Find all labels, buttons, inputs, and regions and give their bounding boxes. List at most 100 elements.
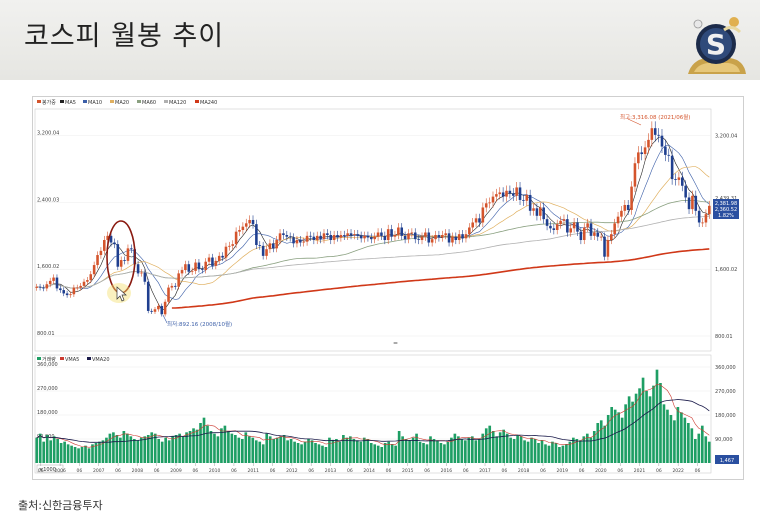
volume-bar (303, 441, 307, 463)
volume-bar (42, 441, 46, 463)
x-tick-label: 06 (617, 468, 623, 474)
brand-logo: S (688, 17, 746, 74)
volume-bar (383, 443, 387, 463)
volume-bar (638, 388, 641, 463)
volume-bar (687, 423, 690, 463)
volume-bar (418, 441, 422, 463)
candle (380, 232, 383, 236)
candle (427, 232, 431, 243)
volume-bar (425, 444, 429, 463)
candle (204, 261, 207, 271)
volume-bar (457, 436, 460, 463)
volume-bar (251, 437, 255, 463)
price-tick-label-left: 2,400.03 (37, 197, 59, 203)
candle (549, 225, 552, 229)
volume-bar (94, 443, 98, 463)
volume-bar (115, 435, 119, 463)
candle (511, 193, 515, 196)
volume-bar (209, 431, 213, 463)
candle (660, 135, 664, 147)
volume-bar (554, 443, 558, 463)
volume-bar (596, 423, 600, 463)
volume-bar (223, 425, 227, 463)
volume-bar (98, 441, 101, 463)
volume-bar (230, 433, 234, 463)
candle (670, 155, 674, 180)
volume-bar (49, 440, 53, 463)
candle (146, 281, 150, 311)
candle (221, 255, 224, 258)
candle (42, 287, 45, 289)
volume-bar (355, 440, 359, 463)
candle (454, 236, 458, 241)
volume-bar (502, 429, 505, 463)
legend-swatch (164, 100, 168, 103)
volume-legend-swatch (60, 357, 64, 360)
volume-bar (512, 439, 516, 463)
candle (282, 233, 285, 236)
candle (508, 190, 512, 194)
last-price-box: 2,381.98 2,360.52 1.82% (713, 199, 739, 219)
x-tick-label: 06 (579, 468, 585, 474)
volume-bar (167, 440, 171, 463)
volume-bar (394, 445, 397, 463)
candle (606, 240, 610, 257)
volume-bar (345, 437, 349, 463)
legend-swatch (137, 100, 141, 103)
candle (640, 152, 643, 155)
volume-bar (70, 445, 73, 463)
volume-bar (446, 441, 450, 463)
volume-bar (415, 433, 418, 463)
unit-label-box (36, 464, 64, 473)
x-tick-label: 2012 (286, 468, 298, 474)
candle (410, 232, 414, 234)
volume-bar (314, 443, 317, 463)
volume-bar (700, 425, 704, 463)
candle (163, 301, 167, 315)
volume-bar (641, 377, 645, 463)
volume-bar (237, 437, 241, 463)
candle (376, 232, 380, 237)
x-tick-label: 2008 (132, 468, 144, 474)
candle (471, 222, 474, 228)
volume-bar (192, 428, 195, 463)
volume-bar (286, 440, 289, 463)
candle (339, 235, 343, 238)
volume-bar (450, 437, 453, 463)
volume-bar (244, 432, 248, 463)
candle (197, 262, 201, 270)
legend-entry: MA10 (88, 100, 102, 106)
candle (413, 232, 417, 240)
volume-bar (481, 433, 485, 463)
candle (555, 224, 559, 230)
volume-bar (119, 437, 122, 463)
candle (569, 228, 573, 233)
volume-bar (467, 437, 471, 463)
volume-bar (645, 391, 648, 463)
candle (424, 232, 427, 237)
price-y-axis-left: 3,200.04 2,400.03 1,600.02 800.01 (37, 131, 59, 337)
volume-bar (477, 439, 481, 463)
volume-bar (540, 440, 544, 463)
candle (495, 194, 498, 197)
candle (572, 222, 576, 229)
candle (630, 186, 633, 210)
candle (278, 233, 282, 241)
x-tick-label: 2006 (54, 468, 66, 474)
volume-bar (241, 439, 244, 463)
candle (59, 288, 62, 291)
volume-tick-label-left: 180,000 (37, 410, 58, 416)
volume-bar (537, 443, 540, 463)
volume-bar (408, 440, 411, 463)
x-tick-label: 2016 (441, 468, 453, 474)
volume-bar (143, 436, 147, 463)
candle (447, 233, 451, 243)
volume-bar (470, 436, 474, 463)
volume-bar (317, 444, 321, 463)
candle (603, 236, 606, 257)
volume-bar (491, 431, 495, 463)
candle (596, 232, 600, 237)
price-tick-label-left: 3,200.04 (37, 131, 59, 137)
volume-bar (659, 383, 662, 463)
candle (126, 248, 130, 261)
